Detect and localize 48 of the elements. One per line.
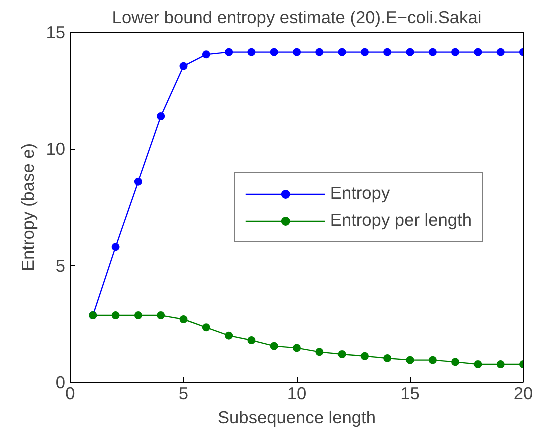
point [225, 332, 234, 340]
point [134, 178, 142, 186]
point [360, 48, 369, 56]
y-tick-label: 5 [56, 256, 66, 276]
point [293, 48, 301, 56]
point [157, 112, 166, 120]
point [496, 360, 505, 369]
point [134, 312, 142, 320]
point [112, 312, 120, 320]
point [384, 48, 392, 56]
legend-label: Entropy per length [330, 210, 472, 231]
x-tick-label: 5 [178, 384, 189, 404]
y-axis-title: Entropy (base e) [18, 143, 38, 272]
x-tick-label: 20 [514, 384, 534, 404]
point [316, 48, 324, 56]
point [428, 48, 437, 56]
point [406, 356, 414, 364]
x-axis-title: Subsequence length [218, 408, 376, 428]
point [202, 324, 210, 332]
point [293, 344, 301, 352]
point [316, 348, 324, 356]
point [248, 48, 256, 56]
point [270, 48, 278, 56]
point [202, 50, 210, 59]
legend-label: Entropy [330, 183, 390, 204]
point [452, 48, 460, 56]
y-tick-label: 15 [46, 22, 66, 42]
point [384, 354, 392, 362]
point [270, 342, 278, 350]
point [180, 62, 188, 70]
point [452, 358, 460, 366]
point [496, 48, 505, 56]
point [428, 356, 437, 364]
point [180, 316, 188, 324]
point [338, 48, 346, 56]
point [338, 350, 346, 358]
point [225, 48, 234, 56]
point [360, 352, 369, 360]
chart-title: Lower bound entropy estimate (20).E−coli.Sakai [112, 8, 482, 28]
point [248, 336, 256, 344]
point [406, 48, 414, 56]
point [112, 243, 120, 252]
point [474, 360, 482, 369]
point [474, 48, 482, 56]
x-tick-label: 10 [287, 384, 307, 404]
point [157, 312, 166, 320]
y-tick-label: 10 [46, 139, 66, 160]
x-tick-label: 15 [400, 384, 420, 404]
